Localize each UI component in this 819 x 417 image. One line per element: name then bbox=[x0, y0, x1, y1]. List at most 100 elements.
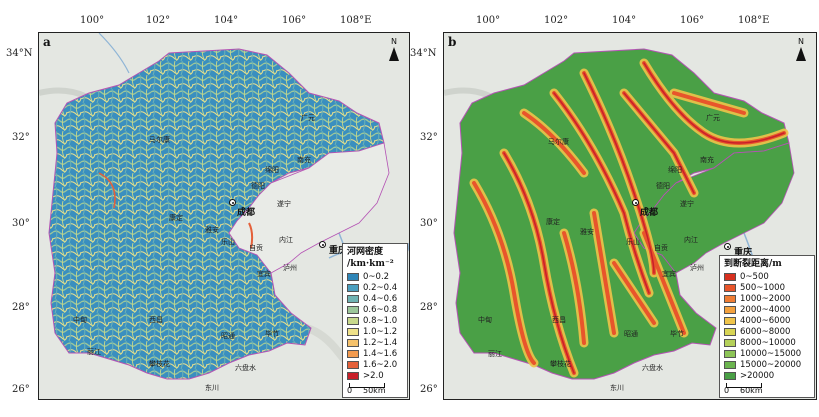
lon-tick: 104° bbox=[612, 15, 637, 26]
city-label: 广元 bbox=[706, 114, 720, 122]
legend-label: 0.2~0.4 bbox=[363, 282, 398, 293]
lat-tick: 34°N bbox=[6, 48, 33, 59]
north-arrow-icon bbox=[389, 47, 399, 61]
city-label: 成都 bbox=[640, 208, 659, 218]
legend-title: 河网密度 bbox=[347, 247, 384, 257]
legend-label: 1000~2000 bbox=[740, 293, 791, 304]
lon-tick: 106° bbox=[282, 15, 307, 26]
lon-tick: 100° bbox=[80, 15, 105, 26]
scale-end: 50km bbox=[363, 386, 386, 395]
legend-item: 0~0.2 bbox=[347, 271, 403, 282]
lat-tick: 30° bbox=[12, 218, 30, 229]
legend: 河网密度 /km·km⁻² 0~0.2 0.2~0.4 0.4~0.6 0.6~… bbox=[342, 243, 408, 398]
legend-item: 0.2~0.4 bbox=[347, 282, 403, 293]
city-label: 马尔康 bbox=[149, 136, 170, 144]
city-label: 丽江 bbox=[87, 348, 101, 356]
legend-unit: /km·km⁻² bbox=[347, 259, 394, 269]
scale-bar-line bbox=[726, 383, 762, 388]
legend-swatch bbox=[347, 360, 359, 369]
legend: 到断裂距离/m 0~500 500~1000 1000~2000 2000~40… bbox=[719, 255, 815, 398]
legend-item: 1.6~2.0 bbox=[347, 359, 403, 370]
legend-label: 0~500 bbox=[740, 271, 769, 282]
fault-distance-map: b N 马尔康 广元 绵阳 德阳 南充 遂宁 成都 重庆 康定 雅安 乐山 自贡… bbox=[443, 32, 817, 400]
map-graphic bbox=[39, 33, 409, 399]
city-label: 内江 bbox=[684, 236, 698, 244]
legend-item: 4000~6000 bbox=[724, 315, 810, 326]
legend-label: >2.0 bbox=[363, 370, 384, 381]
city-label: 重庆 bbox=[734, 248, 753, 258]
legend-swatch bbox=[724, 294, 736, 303]
city-label: 泸州 bbox=[283, 264, 297, 272]
scale-start: 0 bbox=[347, 386, 353, 395]
legend-label: 2000~4000 bbox=[740, 304, 791, 315]
legend-label: 1.0~1.2 bbox=[363, 326, 398, 337]
legend-item: 6000~8000 bbox=[724, 326, 810, 337]
city-label: 西昌 bbox=[552, 316, 566, 324]
city-label: 遂宁 bbox=[277, 200, 291, 208]
lon-tick: 102° bbox=[544, 15, 569, 26]
city-label: 康定 bbox=[169, 214, 183, 222]
river-density-map: a N 马尔康 广元 绵阳 德阳 南充 遂宁 成都 重庆 康定 雅安 乐山 自贡… bbox=[38, 32, 410, 400]
legend-item: 0.8~1.0 bbox=[347, 315, 403, 326]
city-label: 重庆 bbox=[329, 246, 348, 256]
city-label: 攀枝花 bbox=[550, 360, 571, 368]
city-label: 西昌 bbox=[149, 316, 163, 324]
map-panel-a: 100° 102° 104° 106° 108°E 34°N 32° 30° 2… bbox=[6, 15, 410, 400]
city-label: 绵阳 bbox=[265, 166, 279, 174]
legend-swatch bbox=[724, 349, 736, 358]
north-label: N bbox=[391, 37, 397, 46]
city-label: 昭通 bbox=[624, 330, 638, 338]
legend-item: 0.4~0.6 bbox=[347, 293, 403, 304]
lat-tick: 28° bbox=[420, 302, 438, 313]
legend-label: 0.4~0.6 bbox=[363, 293, 398, 304]
city-label: 雅安 bbox=[205, 226, 219, 234]
legend-item: >2.0 bbox=[347, 370, 403, 381]
legend-swatch bbox=[347, 371, 359, 380]
scale-bar: 0 50km bbox=[347, 383, 403, 395]
scale-start: 0 bbox=[724, 386, 730, 395]
map-graphic bbox=[444, 33, 816, 399]
legend-label: >20000 bbox=[740, 370, 775, 381]
city-label: 德阳 bbox=[251, 182, 265, 190]
legend-item: 1000~2000 bbox=[724, 293, 810, 304]
legend-item: 500~1000 bbox=[724, 282, 810, 293]
city-label: 东川 bbox=[205, 384, 219, 392]
lon-tick: 108°E bbox=[738, 15, 770, 26]
legend-label: 0.8~1.0 bbox=[363, 315, 398, 326]
legend-item: 0.6~0.8 bbox=[347, 304, 403, 315]
city-label: 南充 bbox=[297, 156, 311, 164]
city-label: 自贡 bbox=[654, 244, 668, 252]
lon-tick: 104° bbox=[214, 15, 239, 26]
north-arrow: N bbox=[794, 37, 808, 61]
legend-swatch bbox=[724, 360, 736, 369]
city-label: 乐山 bbox=[626, 238, 640, 246]
city-label: 成都 bbox=[237, 208, 256, 218]
capital-marker bbox=[724, 243, 731, 250]
legend-label: 500~1000 bbox=[740, 282, 785, 293]
north-label: N bbox=[798, 37, 804, 46]
lon-tick: 106° bbox=[680, 15, 705, 26]
lon-tick: 102° bbox=[146, 15, 171, 26]
city-label: 内江 bbox=[279, 236, 293, 244]
basin-area bbox=[228, 142, 390, 274]
lon-tick: 100° bbox=[476, 15, 501, 26]
city-label: 毕节 bbox=[670, 330, 684, 338]
panel-label: b bbox=[448, 35, 457, 49]
legend-label: 15000~20000 bbox=[740, 359, 802, 370]
legend-swatch bbox=[347, 327, 359, 336]
legend-swatch bbox=[724, 272, 736, 281]
city-label: 马尔康 bbox=[548, 138, 569, 146]
scale-bar-line bbox=[349, 383, 385, 388]
city-label: 宜宾 bbox=[662, 270, 676, 278]
legend-item: 1.2~1.4 bbox=[347, 337, 403, 348]
lat-tick: 26° bbox=[12, 384, 30, 395]
lat-tick: 32° bbox=[12, 132, 30, 143]
lon-tick: 108°E bbox=[340, 15, 372, 26]
panel-label: a bbox=[43, 35, 51, 49]
legend-label: 8000~10000 bbox=[740, 337, 796, 348]
city-label: 乐山 bbox=[221, 238, 235, 246]
legend-item: 15000~20000 bbox=[724, 359, 810, 370]
city-label: 中甸 bbox=[73, 316, 87, 324]
legend-label: 1.2~1.4 bbox=[363, 337, 398, 348]
scale-end: 60km bbox=[740, 386, 763, 395]
